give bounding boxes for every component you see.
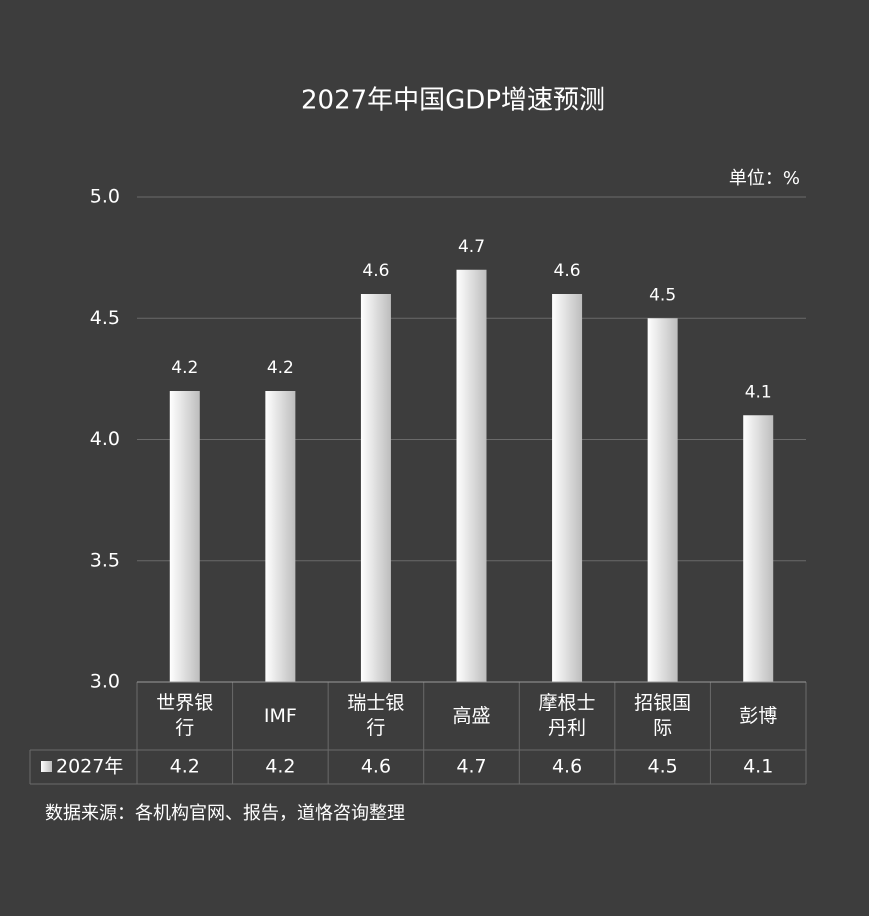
value-label: 4.1: [745, 382, 772, 402]
bar: [169, 391, 200, 682]
table-value: 4.5: [648, 756, 678, 778]
unit-label: 单位：%: [729, 168, 800, 189]
bar: [552, 294, 583, 682]
x-tick-label: 摩根士丹利: [538, 692, 596, 739]
x-tick-label: IMF: [263, 704, 297, 727]
x-tick-cell: 瑞士银行: [328, 682, 424, 750]
x-tick-label: 彭博: [739, 704, 778, 727]
chart-title: 2027年中国GDP增速预测: [301, 86, 605, 116]
y-tick-label: 5.0: [90, 186, 120, 208]
y-tick-label: 4.5: [90, 307, 120, 329]
x-tick-cell: 摩根士丹利: [519, 682, 615, 750]
x-tick-label: 世界银行: [156, 692, 214, 739]
legend-label: 2027年: [56, 756, 123, 778]
table-value: 4.2: [265, 756, 295, 778]
value-label: 4.5: [649, 285, 676, 305]
table-value: 4.2: [170, 756, 200, 778]
y-tick-label: 3.5: [90, 549, 120, 571]
value-label: 4.6: [554, 261, 581, 281]
value-label: 4.2: [171, 358, 198, 378]
value-label: 4.7: [458, 237, 485, 257]
bar: [743, 415, 774, 682]
legend-swatch: [41, 761, 52, 772]
value-label: 4.2: [267, 358, 294, 378]
x-tick-cell: IMF: [233, 682, 329, 750]
x-tick-cell: 招银国际: [615, 682, 711, 750]
source-note: 数据来源：各机构官网、报告，道恪咨询整理: [45, 803, 405, 824]
bar: [360, 294, 391, 682]
table-value: 4.1: [743, 756, 773, 778]
bar: [647, 318, 678, 682]
x-tick-cell: 世界银行: [137, 682, 233, 750]
bar: [456, 269, 487, 682]
x-tick-label: 高盛: [452, 704, 491, 727]
y-tick-label: 3.0: [90, 671, 120, 693]
bar: [265, 391, 296, 682]
x-tick-cell: 高盛: [424, 682, 520, 750]
x-tick-cell: 彭博: [710, 682, 806, 750]
x-tick-label: 招银国际: [634, 692, 692, 739]
value-label: 4.6: [362, 261, 389, 281]
table-value: 4.6: [361, 756, 391, 778]
x-tick-label: 瑞士银行: [347, 692, 405, 739]
table-value: 4.7: [456, 756, 486, 778]
y-tick-label: 4.0: [90, 428, 120, 450]
table-value: 4.6: [552, 756, 582, 778]
